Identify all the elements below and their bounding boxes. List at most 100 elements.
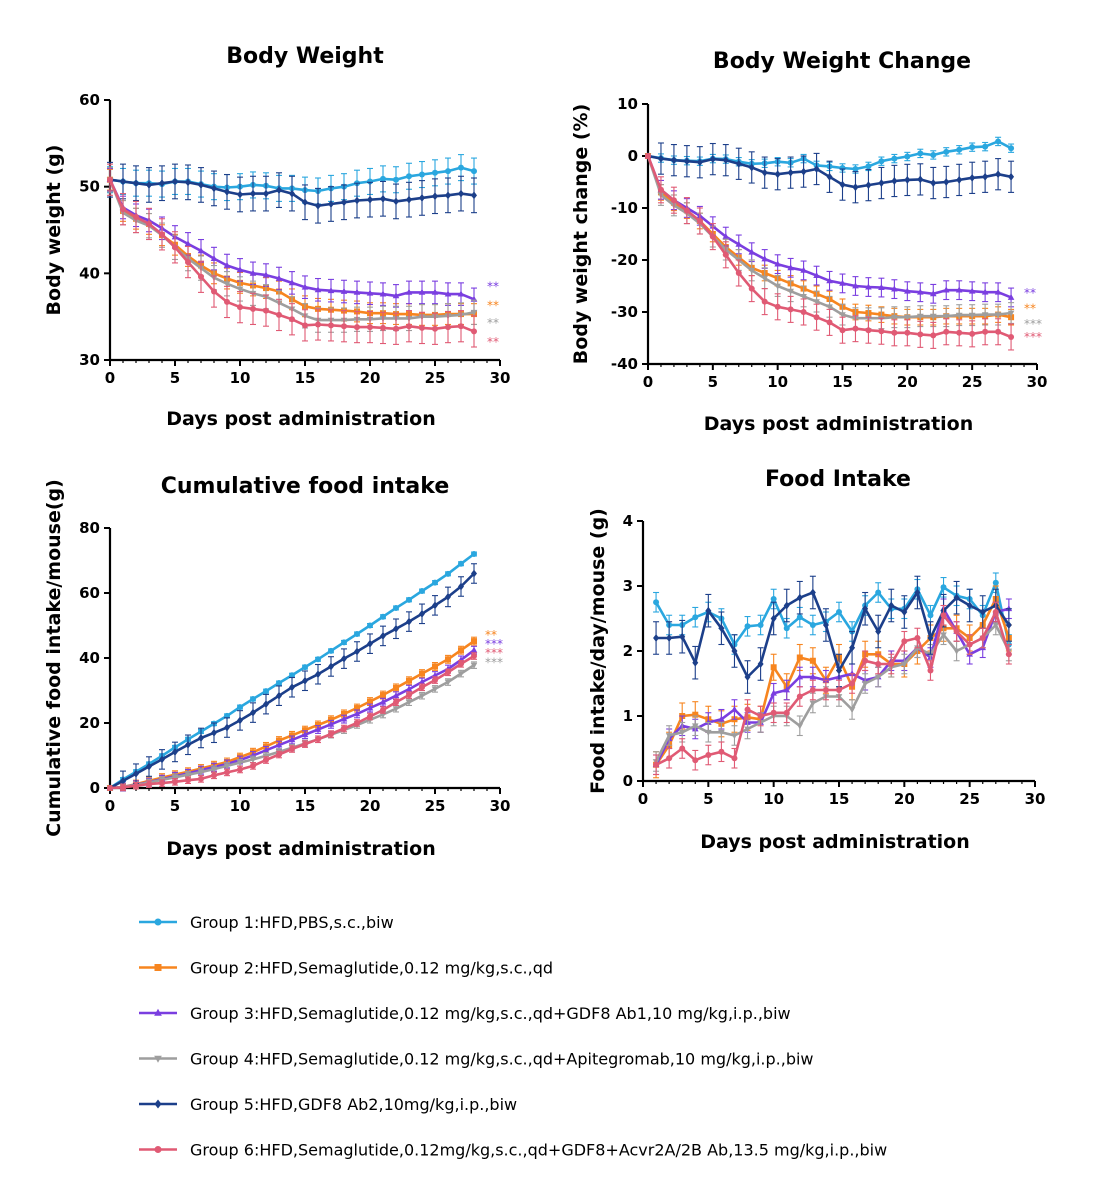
data-point (340, 287, 348, 294)
legend-label: Group 2:HFD,Semaglutide,0.12 mg/kg,s.c.,… (190, 959, 553, 978)
data-point (692, 658, 699, 667)
data-point (748, 285, 755, 292)
data-point (836, 666, 842, 675)
data-point (224, 723, 230, 732)
data-point (891, 155, 898, 162)
data-point (1008, 172, 1015, 181)
data-point (184, 240, 192, 247)
data-point (696, 218, 703, 224)
data-point (705, 606, 712, 615)
data-point (968, 287, 976, 294)
data-point (289, 732, 295, 739)
data-point (301, 731, 309, 738)
data-point (432, 601, 438, 610)
data-point (813, 314, 820, 321)
data-point (289, 683, 295, 692)
data-point (159, 179, 165, 188)
chart-body-weight: Body Weight 0 5 10 15 20 25 30 30 40 50 60 Days post… (43, 44, 510, 430)
x-tick-label: 10 (763, 790, 784, 808)
data-point (236, 760, 244, 767)
data-point (796, 614, 803, 621)
data-point (953, 593, 960, 602)
legend-label: Group 5:HFD,GDF8 Ab2,10mg/kg,i.p.,biw (190, 1095, 517, 1114)
data-point (341, 198, 347, 207)
data-point (968, 312, 976, 319)
data-point (354, 647, 360, 656)
data-point (839, 279, 846, 286)
data-point (744, 673, 751, 681)
data-point (862, 604, 869, 613)
data-point (849, 680, 856, 687)
series-g5 (107, 563, 477, 792)
data-point (783, 686, 791, 693)
x-tick-label: 5 (708, 373, 718, 391)
data-point (159, 755, 165, 764)
x-tick-label: 0 (638, 790, 648, 808)
data-point (670, 197, 677, 204)
data-point (865, 327, 872, 334)
data-point (393, 604, 399, 611)
data-point (354, 705, 360, 712)
data-point (809, 687, 816, 693)
data-point (891, 329, 898, 336)
data-point (471, 191, 477, 200)
data-point (692, 757, 699, 764)
data-point (432, 677, 438, 684)
data-point (418, 288, 426, 295)
data-point (929, 290, 937, 297)
data-point (340, 715, 348, 722)
data-point (748, 163, 755, 172)
data-point (393, 197, 399, 206)
data-point (263, 189, 269, 198)
data-point (405, 288, 413, 295)
data-point (210, 255, 218, 261)
y-tick-label: -40 (611, 355, 638, 373)
data-point (315, 670, 321, 679)
data-point (875, 661, 882, 667)
data-point (813, 299, 820, 306)
data-point (471, 551, 477, 557)
data-point (366, 289, 374, 296)
data-point (982, 172, 989, 181)
data-point (914, 645, 921, 652)
data-point (146, 220, 152, 227)
data-point (809, 622, 816, 628)
data-point (380, 324, 386, 331)
data-point (979, 635, 986, 641)
data-point (237, 304, 243, 311)
data-point (757, 622, 764, 628)
data-point (418, 678, 426, 685)
data-point (927, 651, 934, 658)
data-point (927, 634, 934, 642)
data-point (953, 628, 960, 635)
data-point (852, 325, 859, 332)
data-point (289, 316, 295, 323)
x-tick-label: 15 (829, 790, 850, 808)
y-tick-label: 20 (79, 714, 100, 732)
data-point (955, 312, 963, 319)
data-point (185, 178, 191, 187)
data-point (666, 634, 673, 642)
data-point (380, 692, 386, 699)
data-point (470, 309, 478, 316)
data-point (341, 725, 347, 732)
data-point (994, 288, 1002, 295)
x-tick-label: 30 (490, 369, 511, 387)
data-point (172, 748, 178, 756)
data-point (809, 673, 817, 680)
data-point (679, 632, 686, 641)
data-point (852, 183, 859, 192)
data-point (315, 736, 321, 743)
data-point (392, 692, 400, 699)
data-point (393, 684, 399, 691)
data-point (470, 646, 478, 653)
data-point (262, 271, 270, 278)
data-point (653, 634, 660, 642)
data-point (393, 325, 399, 332)
data-point (432, 169, 438, 176)
x-tick-label: 30 (1027, 373, 1048, 391)
data-point (826, 319, 833, 326)
x-tick-label: 25 (962, 373, 983, 391)
legend-item-g1: Group 1:HFD,PBS,s.c.,biw (139, 913, 394, 932)
data-point (992, 622, 1000, 629)
